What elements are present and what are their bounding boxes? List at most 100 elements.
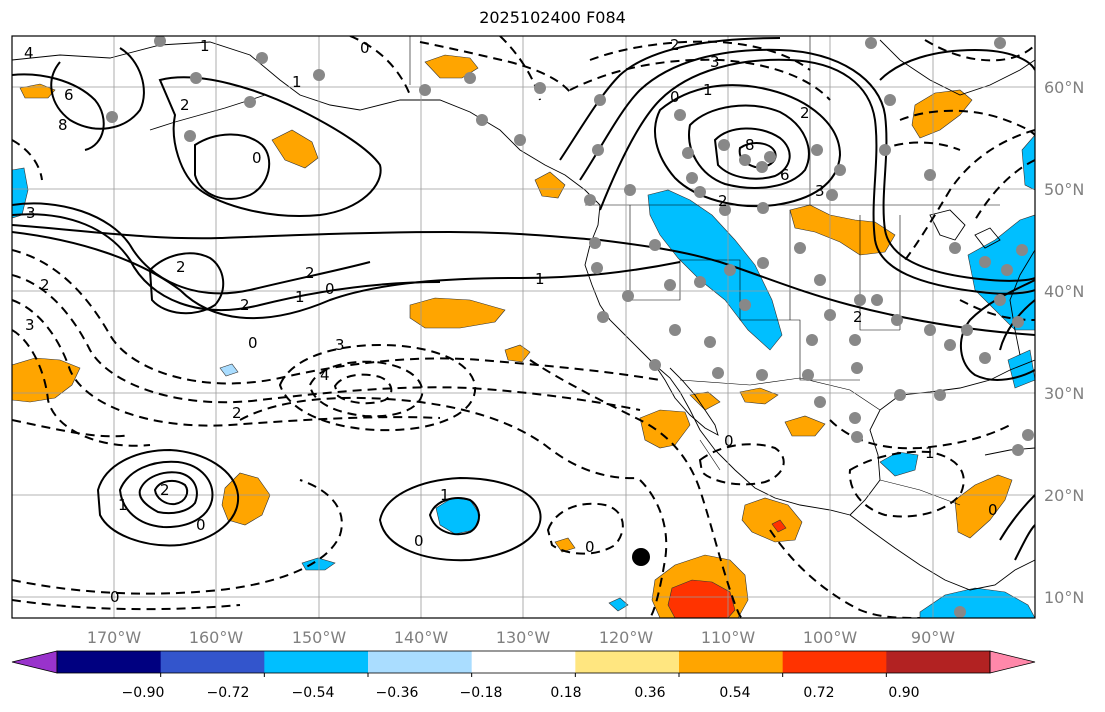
shaded-regions <box>12 54 1035 618</box>
contour-label: 1 <box>703 81 713 99</box>
contour-label: 3 <box>26 204 36 222</box>
lat-label: 10°N <box>1044 588 1084 607</box>
colorbar <box>11 650 1036 677</box>
orange-region-7 <box>504 344 531 363</box>
red-region-2 <box>771 519 787 533</box>
contour-label: 0 <box>248 334 258 352</box>
lon-label: 150°W <box>292 628 347 647</box>
contour-label: 1 <box>295 288 305 306</box>
colorbar-extend-min <box>11 650 58 674</box>
contour-label: 2 <box>176 258 186 276</box>
lat-label: 40°N <box>1044 282 1084 301</box>
orange-region-16 <box>554 537 576 553</box>
orange-region-4 <box>534 171 566 199</box>
blue-region-west-us <box>647 189 783 351</box>
contour-label: 2 <box>160 481 170 499</box>
lon-label: 140°W <box>394 628 449 647</box>
orange-region-13 <box>784 415 826 437</box>
contour-label: 1 <box>925 444 935 462</box>
blue-region-small1 <box>301 557 336 571</box>
colorbar-tick-label: 0.72 <box>803 685 834 701</box>
colorbar-segment <box>782 651 887 673</box>
contour-label: 8 <box>58 116 68 134</box>
contour-label: 6 <box>64 86 74 104</box>
colorbar-segment <box>264 651 369 673</box>
orange-region-5 <box>409 297 506 329</box>
orange-region-15 <box>741 497 803 543</box>
lon-label: 90°W <box>911 628 955 647</box>
contour-label: 2 <box>40 276 50 294</box>
latitude-labels: 60°N 50°N 40°N 30°N 20°N 10°N <box>1044 78 1084 607</box>
colorbar-tick-label: −0.90 <box>122 685 165 701</box>
red-region-1 <box>667 579 736 618</box>
hudson-area <box>879 39 1035 96</box>
colorbar-segment <box>575 651 680 673</box>
lat-label: 20°N <box>1044 486 1084 505</box>
lat-label: 60°N <box>1044 78 1084 97</box>
contour-label: 3 <box>25 316 35 334</box>
contour-label: 0 <box>252 149 262 167</box>
map-frame <box>11 35 1036 619</box>
orange-region-14 <box>221 472 271 526</box>
orange-region-8 <box>911 89 973 139</box>
political-borders <box>409 36 1000 506</box>
colorbar-tick-label: 0.54 <box>719 685 750 701</box>
orange-region-12 <box>739 387 779 405</box>
contour-label: 1 <box>118 496 128 514</box>
dashed-contours <box>12 36 1035 618</box>
longitude-labels: 170°W 160°W 150°W 140°W 130°W 120°W 110°… <box>87 628 955 647</box>
blue-region-small2 <box>608 597 629 612</box>
contour-label: 2 <box>670 36 680 54</box>
lon-label: 160°W <box>189 628 244 647</box>
colorbar-tick-label: −0.54 <box>292 685 335 701</box>
colorbar-tick-label: −0.36 <box>376 685 419 701</box>
baja <box>654 364 719 436</box>
contour-label: 3 <box>335 336 345 354</box>
contour-label: 3 <box>815 182 825 200</box>
orange-region-3 <box>271 129 319 169</box>
map-panel <box>12 36 1035 618</box>
contour-label: 4 <box>320 366 330 384</box>
lon-label: 120°W <box>599 628 654 647</box>
plot-title: 2025102400 F084 <box>479 8 626 27</box>
contour-label: 0 <box>360 39 370 57</box>
colorbar-tick-label: 0.18 <box>550 685 581 701</box>
colorbar-extend-max <box>989 650 1036 674</box>
contour-label: 0 <box>196 516 206 534</box>
colorbar-segment <box>57 651 162 673</box>
contour-label: 0 <box>724 432 734 450</box>
contour-label: 0 <box>670 88 680 106</box>
contour-label: 0 <box>110 588 120 606</box>
contour-label: 0 <box>585 538 595 556</box>
station-dots <box>106 36 1034 618</box>
colorbar-tick-label: −0.18 <box>460 685 503 701</box>
gulf-coast <box>849 359 1035 516</box>
colorbar-segment <box>471 651 576 673</box>
lon-label: 100°W <box>803 628 858 647</box>
colorbar-segment <box>368 651 473 673</box>
contour-label: 8 <box>745 136 755 154</box>
storm-center-marker <box>632 548 650 566</box>
contour-label: 2 <box>718 192 728 210</box>
contour-label: 2 <box>800 104 810 122</box>
colorbar-segment <box>160 651 265 673</box>
contour-label: 1 <box>535 270 545 288</box>
east-coast <box>1009 249 1035 356</box>
lat-label: 50°N <box>1044 180 1084 199</box>
blue-region-small4 <box>219 363 239 377</box>
colorbar-tick-label: −0.72 <box>207 685 250 701</box>
colorbar-tick-label: 0.90 <box>888 685 919 701</box>
contour-label: 2 <box>232 404 242 422</box>
orange-region-10 <box>639 409 691 449</box>
central-america <box>849 514 1035 591</box>
lon-label: 130°W <box>496 628 551 647</box>
contour-labels: 4 6 8 2 0 1 3 2 1 0 2 3 2 1 0 0 1 3 6 8 … <box>24 36 998 606</box>
blue-region-east <box>967 214 1035 331</box>
contour-label: 1 <box>292 73 302 91</box>
contour-label: 2 <box>853 308 863 326</box>
lon-label: 110°W <box>701 628 756 647</box>
contour-label: 2 <box>305 264 315 282</box>
lon-label: 170°W <box>87 628 142 647</box>
contour-label: 0 <box>325 280 335 298</box>
